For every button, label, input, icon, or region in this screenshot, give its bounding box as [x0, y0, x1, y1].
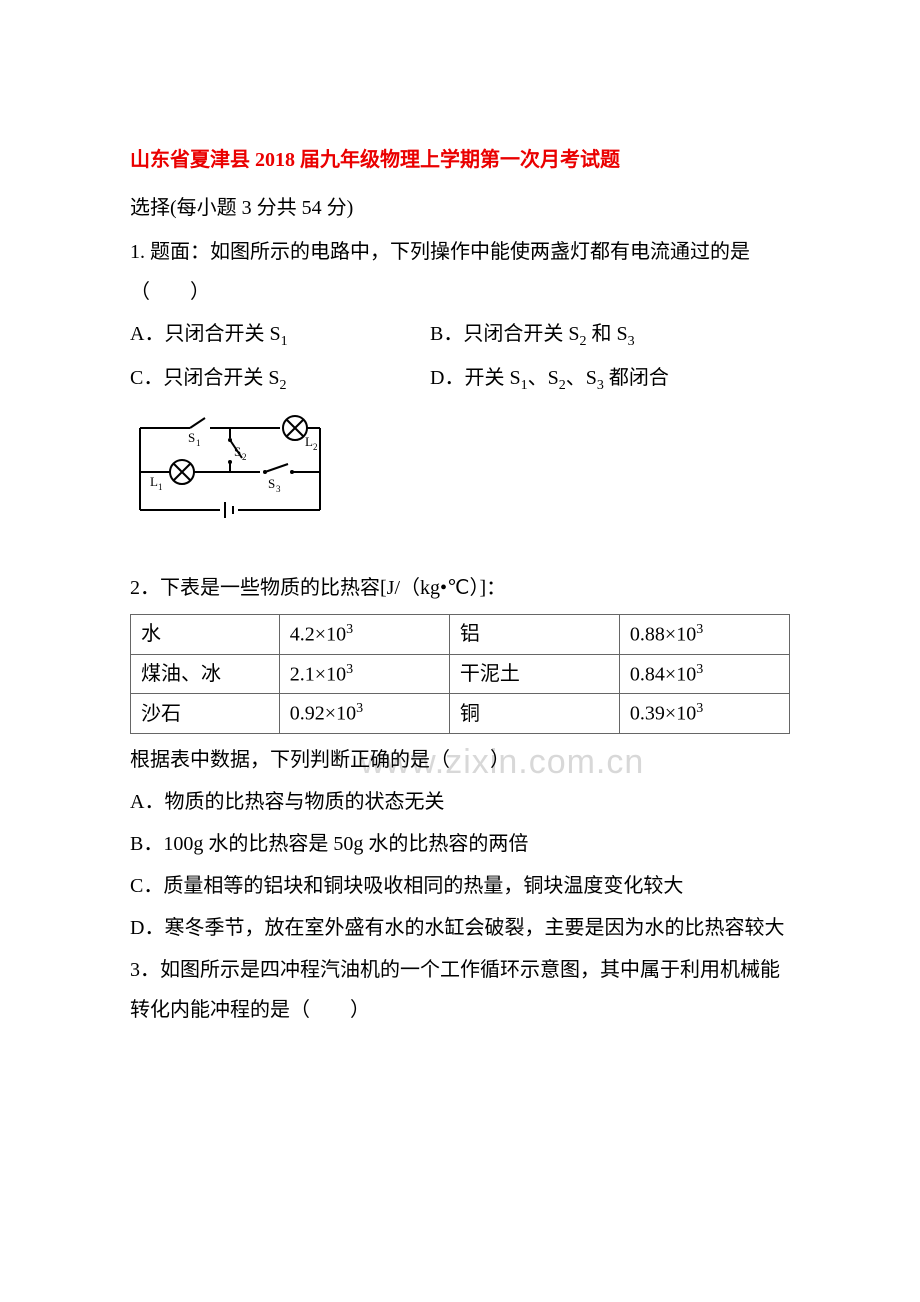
cell-exp: 3 — [346, 662, 353, 677]
svg-text:S: S — [234, 444, 241, 459]
table-cell: 2.1×103 — [279, 654, 449, 694]
cell-val: 0.84×10 — [630, 663, 696, 685]
q1-optB-mid: 和 S — [586, 323, 627, 345]
svg-text:3: 3 — [276, 484, 281, 494]
cell-exp: 3 — [696, 662, 703, 677]
table-row: 沙石 0.92×103 铜 0.39×103 — [131, 694, 790, 734]
q1-optD-post: 都闭合 — [604, 367, 669, 389]
table-cell: 煤油、冰 — [131, 654, 280, 694]
q1-optD-m1: 、S — [528, 367, 559, 389]
table-cell: 铜 — [449, 694, 619, 734]
q2-option-c: C．质量相等的铝块和铜块吸收相同的热量，铜块温度变化较大 — [130, 866, 790, 906]
svg-text:L: L — [305, 434, 313, 449]
table-cell: 干泥土 — [449, 654, 619, 694]
q1-optA-pre: A．只闭合开关 S — [130, 323, 281, 345]
svg-text:2: 2 — [313, 442, 318, 452]
svg-text:S: S — [268, 476, 275, 491]
specific-heat-table: 水 4.2×103 铝 0.88×103 煤油、冰 2.1×103 干泥土 0.… — [130, 614, 790, 734]
cell-val: 0.88×10 — [630, 624, 696, 646]
table-cell: 铝 — [449, 615, 619, 655]
q2-option-b: B．100g 水的比热容是 50g 水的比热容的两倍 — [130, 824, 790, 864]
q2-after-table: 根据表中数据，下列判断正确的是（ ） — [130, 740, 790, 780]
cell-exp: 3 — [356, 701, 363, 716]
svg-text:1: 1 — [158, 482, 163, 492]
q1-optC-pre: C．只闭合开关 S — [130, 367, 279, 389]
q1-optB-sub2: 3 — [628, 334, 635, 349]
circuit-diagram: S1 S2 S3 L1 L2 — [130, 410, 330, 530]
section-note: 选择(每小题 3 分共 54 分) — [130, 188, 790, 228]
cell-exp: 3 — [696, 701, 703, 716]
q3-text: 3．如图所示是四冲程汽油机的一个工作循环示意图，其中属于利用机械能转化内能冲程的… — [130, 950, 790, 1030]
cell-val: 0.39×10 — [630, 703, 696, 725]
cell-val: 0.92×10 — [290, 703, 356, 725]
q1-option-d: D．开关 S1、S2、S3 都闭合 — [430, 358, 790, 400]
q1-options-row-1: A．只闭合开关 S1 B．只闭合开关 S2 和 S3 — [130, 314, 790, 356]
table-cell: 0.88×103 — [619, 615, 789, 655]
cell-exp: 3 — [346, 622, 353, 637]
cell-val: 2.1×10 — [290, 663, 346, 685]
q1-optD-s2: 2 — [559, 378, 566, 393]
svg-text:1: 1 — [196, 438, 201, 448]
page-title: 山东省夏津县 2018 届九年级物理上学期第一次月考试题 — [130, 140, 790, 180]
q2-option-d: D．寒冬季节，放在室外盛有水的水缸会破裂，主要是因为水的比热容较大 — [130, 908, 790, 948]
svg-text:2: 2 — [242, 452, 247, 462]
q1-option-c: C．只闭合开关 S2 — [130, 358, 430, 400]
svg-text:S: S — [188, 430, 195, 445]
q1-option-a: A．只闭合开关 S1 — [130, 314, 430, 356]
table-cell: 0.84×103 — [619, 654, 789, 694]
table-cell: 沙石 — [131, 694, 280, 734]
table-cell: 4.2×103 — [279, 615, 449, 655]
q1-option-b: B．只闭合开关 S2 和 S3 — [430, 314, 790, 356]
q1-optD-pre: D．开关 S — [430, 367, 521, 389]
cell-exp: 3 — [696, 622, 703, 637]
q1-options-row-2: C．只闭合开关 S2 D．开关 S1、S2、S3 都闭合 — [130, 358, 790, 400]
q2-option-a: A．物质的比热容与物质的状态无关 — [130, 782, 790, 822]
table-row: 水 4.2×103 铝 0.88×103 — [131, 615, 790, 655]
q1-optB-pre: B．只闭合开关 S — [430, 323, 579, 345]
q1-optC-sub: 2 — [279, 378, 286, 393]
q2-lead: 2．下表是一些物质的比热容[J/（kg•℃）]： — [130, 568, 790, 608]
q1-text: 1. 题面：如图所示的电路中，下列操作中能使两盏灯都有电流通过的是（ ） — [130, 232, 790, 312]
table-cell: 0.92×103 — [279, 694, 449, 734]
svg-text:L: L — [150, 474, 158, 489]
cell-val: 4.2×10 — [290, 624, 346, 646]
q1-optD-s1: 1 — [521, 378, 528, 393]
q1-optD-m2: 、S — [566, 367, 597, 389]
table-cell: 0.39×103 — [619, 694, 789, 734]
q1-optA-sub: 1 — [281, 334, 288, 349]
q1-optD-s3: 3 — [597, 378, 604, 393]
table-row: 煤油、冰 2.1×103 干泥土 0.84×103 — [131, 654, 790, 694]
table-cell: 水 — [131, 615, 280, 655]
